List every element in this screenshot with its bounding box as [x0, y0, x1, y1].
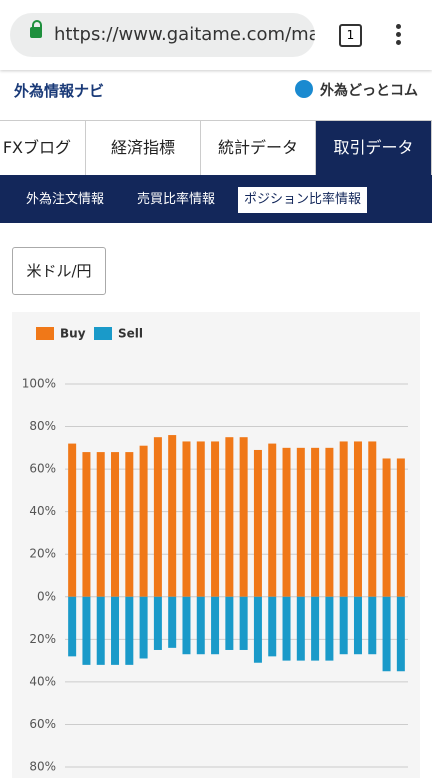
legend-label: Sell	[118, 327, 143, 341]
bar	[111, 596, 120, 665]
bar	[253, 596, 262, 663]
sub-tab[interactable]: 売買比率情報	[137, 192, 216, 207]
bar	[339, 441, 348, 597]
bar	[296, 447, 305, 597]
bar	[182, 596, 191, 655]
sub-tab-active[interactable]: ポジション比率情報	[238, 187, 368, 213]
browser-bar: https://www.gaitame.com/ma 1	[0, 0, 432, 70]
bar	[96, 596, 105, 665]
lock-icon	[30, 27, 42, 38]
bar	[282, 447, 291, 597]
bar	[311, 447, 320, 597]
bar	[225, 437, 234, 597]
url-text: https://www.gaitame.com/ma	[54, 24, 315, 45]
tab-active[interactable]: 取引データ	[316, 121, 432, 175]
bar	[253, 449, 262, 597]
lock-icon	[32, 20, 42, 30]
y-tick-label: 40%	[29, 674, 56, 688]
bar	[325, 596, 334, 661]
bar	[96, 452, 105, 597]
bar	[368, 441, 377, 597]
bar	[239, 596, 248, 650]
tab-bar: FXブログ 経済指標 統計データ 取引データ	[0, 120, 432, 175]
bar	[368, 596, 377, 655]
bar	[339, 596, 348, 655]
sub-tab[interactable]: 外為注文情報	[26, 192, 105, 207]
bar	[168, 596, 177, 648]
currency-selector[interactable]: 米ドル/円	[12, 247, 106, 295]
tab[interactable]: FXブログ	[0, 121, 86, 175]
bar	[225, 596, 234, 650]
bar	[153, 596, 162, 650]
bar	[268, 596, 277, 657]
chart-panel	[12, 312, 420, 778]
bar	[111, 452, 120, 597]
y-tick-label: 0%	[37, 589, 56, 603]
sub-nav: 外為注文情報 売買比率情報 ポジション比率情報	[0, 175, 432, 223]
menu-dot[interactable]	[396, 24, 401, 29]
legend-label: Buy	[60, 327, 86, 341]
bar	[82, 452, 91, 597]
bar	[68, 443, 77, 597]
menu-dot[interactable]	[396, 32, 401, 37]
bar	[139, 596, 148, 659]
bar	[282, 596, 291, 661]
bar	[125, 596, 134, 665]
tab[interactable]: 統計データ	[201, 121, 316, 175]
y-tick-label: 100%	[22, 377, 56, 391]
bar	[382, 458, 391, 597]
site-header: 外為情報ナビ 外為どっとコム	[0, 70, 432, 118]
bar	[396, 596, 405, 672]
bar	[382, 596, 391, 672]
y-tick-label: 40%	[29, 504, 56, 518]
bar	[182, 441, 191, 597]
bar	[196, 596, 205, 655]
bar	[311, 596, 320, 661]
left-logo[interactable]: 外為情報ナビ	[14, 82, 105, 100]
bar	[211, 441, 220, 597]
right-logo[interactable]: 外為どっとコム	[320, 83, 418, 99]
bar	[211, 596, 220, 655]
bar	[82, 596, 91, 665]
bar	[296, 596, 305, 661]
legend-swatch	[94, 327, 112, 340]
bar	[196, 441, 205, 597]
bar	[153, 437, 162, 597]
bar	[353, 596, 362, 655]
y-tick-label: 80%	[29, 419, 56, 433]
menu-dot[interactable]	[396, 40, 401, 45]
bar	[325, 447, 334, 597]
y-tick-label: 20%	[29, 632, 56, 646]
y-tick-label: 60%	[29, 462, 56, 476]
legend-swatch	[36, 327, 54, 340]
bar	[396, 458, 405, 597]
bar	[353, 441, 362, 597]
bar	[168, 435, 177, 597]
address-bar[interactable]: https://www.gaitame.com/ma	[10, 13, 315, 57]
y-tick-label: 20%	[29, 547, 56, 561]
y-tick-label: 60%	[29, 717, 56, 731]
bar	[268, 443, 277, 597]
bar	[139, 445, 148, 597]
logo-icon	[295, 80, 313, 98]
bar	[68, 596, 77, 657]
tab[interactable]: 経済指標	[86, 121, 201, 175]
tab-count[interactable]: 1	[339, 24, 362, 47]
y-tick-label: 80%	[29, 760, 56, 774]
bar	[125, 452, 134, 597]
bar	[239, 437, 248, 597]
